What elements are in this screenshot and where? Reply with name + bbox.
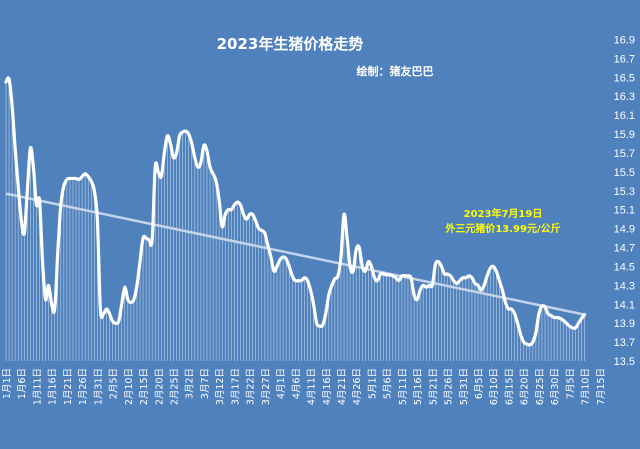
annotation-date: 2023年7月19日 <box>464 207 543 220</box>
x-tick-label-9: 2月15日 <box>139 368 150 405</box>
x-tick-label-27: 5月16日 <box>413 368 424 405</box>
annotation-price: 外三元猪价13.99元/公斤 <box>444 222 560 235</box>
x-tick-label-36: 6月30日 <box>550 368 561 405</box>
chart-title: 2023年生猪价格走势 <box>217 35 364 53</box>
x-tick-label-39: 7月15日 <box>596 368 607 405</box>
drop-lines <box>5 79 585 361</box>
x-tick-label-20: 4月11日 <box>307 368 318 405</box>
trend-layer <box>5 192 585 316</box>
x-tick-label-17: 3月27日 <box>261 368 272 405</box>
y-tick-label-4: 14.3 <box>614 280 635 292</box>
x-tick-label-19: 4月6日 <box>291 368 302 399</box>
x-tick-label-10: 2月20日 <box>154 368 165 405</box>
y-tick-label-17: 16.9 <box>614 34 635 46</box>
x-tick-label-34: 6月20日 <box>520 368 531 405</box>
line-layer <box>4 76 587 347</box>
y-tick-label-10: 15.5 <box>614 167 635 179</box>
x-tick-label-35: 6月25日 <box>535 368 546 405</box>
x-tick-label-33: 6月15日 <box>504 368 515 405</box>
x-tick-label-23: 4月26日 <box>352 368 363 405</box>
x-axis-ticks: 1月1日 1月6日 1月11日 1月16日 1月21日 1月26日 1月31日 2月5日 2月1… <box>2 368 607 405</box>
x-tick-label-31: 6月5日 <box>474 368 485 399</box>
x-tick-label-25: 5月6日 <box>383 368 394 399</box>
y-tick-label-7: 14.9 <box>614 224 635 236</box>
x-tick-label-16: 3月22日 <box>246 368 257 405</box>
x-tick-label-13: 3月7日 <box>200 368 211 399</box>
x-tick-label-4: 1月21日 <box>63 368 74 405</box>
trend-line <box>5 192 585 316</box>
x-tick-label-14: 3月12日 <box>215 368 226 405</box>
y-tick-label-8: 15.1 <box>614 205 635 217</box>
x-tick-label-3: 1月16日 <box>48 368 59 405</box>
x-tick-label-6: 1月31日 <box>93 368 104 405</box>
y-tick-label-6: 14.7 <box>614 243 635 255</box>
x-tick-label-21: 4月16日 <box>322 368 333 405</box>
x-tick-label-37: 7月5日 <box>565 368 576 399</box>
y-axis-ticks: 13.5 13.7 13.9 14.1 14.3 14.5 14.7 14.9 15.1 15.3… <box>614 34 635 368</box>
x-tick-label-1: 1月6日 <box>17 368 28 399</box>
y-tick-label-5: 14.5 <box>614 261 635 273</box>
x-tick-label-2: 1月11日 <box>32 368 43 405</box>
x-tick-label-38: 7月10日 <box>581 368 592 405</box>
y-tick-label-2: 13.9 <box>614 318 635 330</box>
y-tick-label-16: 16.7 <box>614 53 635 65</box>
y-tick-label-14: 16.3 <box>614 91 635 103</box>
x-tick-label-24: 5月1日 <box>367 368 378 399</box>
x-tick-label-26: 5月11日 <box>398 368 409 405</box>
y-tick-label-3: 14.1 <box>614 299 635 311</box>
y-tick-label-11: 15.7 <box>614 148 635 160</box>
x-tick-label-12: 3月2日 <box>185 368 196 399</box>
x-tick-label-7: 2月5日 <box>109 368 120 399</box>
x-tick-label-5: 1月26日 <box>78 368 89 405</box>
y-tick-label-9: 15.3 <box>614 186 635 198</box>
x-tick-label-32: 6月10日 <box>489 368 500 405</box>
x-tick-label-22: 4月21日 <box>337 368 348 405</box>
x-tick-label-30: 5月31日 <box>459 368 470 405</box>
y-tick-label-1: 13.7 <box>614 337 635 349</box>
x-tick-label-0: 1月1日 <box>2 368 13 399</box>
y-tick-label-12: 15.9 <box>614 129 635 141</box>
chart-author: 绘制：猪友巴巴 <box>357 64 434 78</box>
y-tick-label-0: 13.5 <box>614 356 635 368</box>
x-tick-label-15: 3月17日 <box>230 368 241 405</box>
x-tick-label-29: 5月26日 <box>444 368 455 405</box>
price-line <box>4 76 587 347</box>
x-tick-label-18: 4月1日 <box>276 368 287 399</box>
y-tick-label-15: 16.5 <box>614 72 635 84</box>
x-tick-label-11: 2月25日 <box>169 368 180 405</box>
x-tick-label-28: 5月21日 <box>428 368 439 405</box>
x-tick-label-8: 2月10日 <box>124 368 135 405</box>
y-tick-label-13: 16.1 <box>614 110 635 122</box>
